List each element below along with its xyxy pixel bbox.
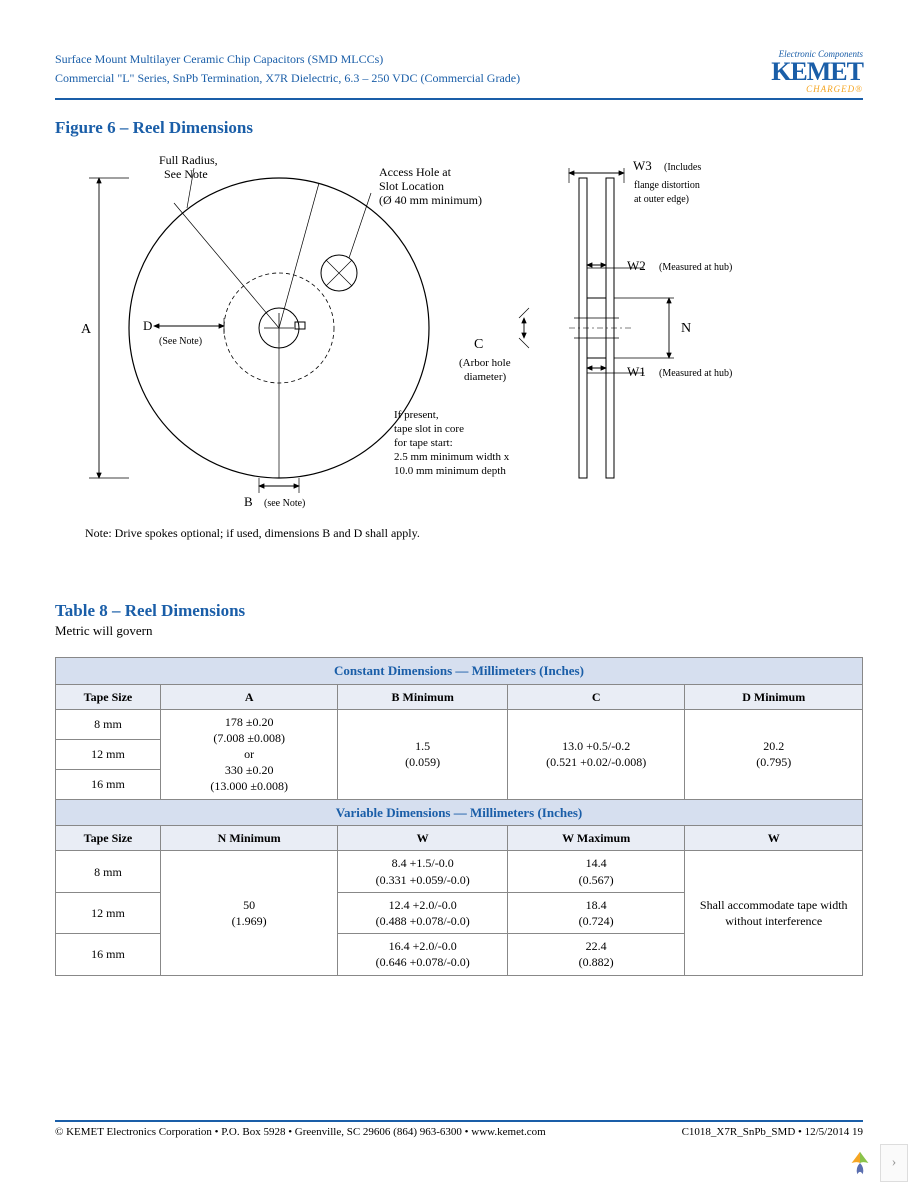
cell-wm16: 22.4(0.882) [507,934,685,975]
svg-text:A: A [81,322,92,337]
pager-logo-icon [846,1149,874,1177]
svg-text:(see Note): (see Note) [264,498,305,509]
col2-w2: W [685,826,863,851]
svg-text:C: C [474,337,483,352]
cell-wm8: 14.4(0.567) [507,851,685,892]
pager-next-button[interactable]: › [880,1144,908,1182]
svg-text:2.5 mm minimum width x: 2.5 mm minimum width x [394,451,510,463]
col-tape-size: Tape Size [56,684,161,709]
svg-text:Access Hole at: Access Hole at [379,165,452,179]
svg-text:See Note: See Note [164,167,208,181]
header: Surface Mount Multilayer Ceramic Chip Ca… [55,50,863,100]
cell-b: 1.5(0.059) [338,709,507,799]
svg-text:Slot Location: Slot Location [379,179,444,193]
svg-text:10.0 mm minimum depth: 10.0 mm minimum depth [394,465,506,477]
logo-sub: CHARGED® [771,85,863,94]
logo-main: KEMET [771,59,863,85]
cell-wm12: 18.4(0.724) [507,892,685,933]
cell-w8: 8.4 +1.5/-0.0(0.331 +0.059/-0.0) [338,851,507,892]
svg-text:(Arbor hole: (Arbor hole [459,357,511,369]
cell-tape-8: 8 mm [56,709,161,739]
table-band-variable: Variable Dimensions — Millimeters (Inche… [56,799,863,826]
footer-left: © KEMET Electronics Corporation • P.O. B… [55,1126,546,1138]
col-d: D Minimum [685,684,863,709]
col2-tape-size: Tape Size [56,826,161,851]
cell-a: 178 ±0.20 (7.008 ±0.008) or 330 ±0.20 (1… [160,709,338,799]
cell-wacc: Shall accommodate tape widthwithout inte… [685,851,863,975]
svg-text:W2: W2 [627,258,646,273]
cell-tape-16: 16 mm [56,769,161,799]
header-text: Surface Mount Multilayer Ceramic Chip Ca… [55,50,520,88]
svg-text:(Measured at hub): (Measured at hub) [659,368,732,379]
svg-text:tape slot in core: tape slot in core [394,423,464,435]
svg-text:N: N [681,321,691,336]
figure-title: Figure 6 – Reel Dimensions [55,118,863,138]
cell2-tape-8: 8 mm [56,851,161,892]
svg-text:at outer edge): at outer edge) [634,194,689,205]
svg-text:flange distortion: flange distortion [634,180,700,191]
cell2-tape-12: 12 mm [56,892,161,933]
cell-n: 50(1.969) [160,851,338,975]
cell-c: 13.0 +0.5/-0.2(0.521 +0.02/-0.008) [507,709,685,799]
table-band-constant: Constant Dimensions — Millimeters (Inche… [56,658,863,685]
col-c: C [507,684,685,709]
col2-n: N Minimum [160,826,338,851]
header-line2: Commercial "L" Series, SnPb Termination,… [55,69,520,88]
svg-text:(Includes: (Includes [664,162,701,173]
svg-text:(Measured at hub): (Measured at hub) [659,262,732,273]
logo: Electronic Components KEMET CHARGED® [771,50,863,94]
svg-text:(Ø 40 mm minimum): (Ø 40 mm minimum) [379,193,482,207]
col-b: B Minimum [338,684,507,709]
svg-text:for tape start:: for tape start: [394,437,453,449]
header-line1: Surface Mount Multilayer Ceramic Chip Ca… [55,50,520,69]
cell2-tape-16: 16 mm [56,934,161,975]
table-title: Table 8 – Reel Dimensions [55,601,863,621]
svg-text:diameter): diameter) [464,371,506,383]
cell-tape-12: 12 mm [56,739,161,769]
col2-wmax: W Maximum [507,826,685,851]
figure-note: Note: Drive spokes optional; if used, di… [85,526,863,541]
cell-w16: 16.4 +2.0/-0.0(0.646 +0.078/-0.0) [338,934,507,975]
svg-text:(See Note): (See Note) [159,336,202,347]
footer: © KEMET Electronics Corporation • P.O. B… [55,1120,863,1138]
pager: › [846,1144,908,1182]
reel-dimensions-table: Constant Dimensions — Millimeters (Inche… [55,657,863,976]
table-subtitle: Metric will govern [55,623,863,639]
svg-text:W1: W1 [627,364,646,379]
col-a: A [160,684,338,709]
svg-text:W3: W3 [633,158,652,173]
col2-w: W [338,826,507,851]
cell-d: 20.2(0.795) [685,709,863,799]
svg-text:D: D [143,318,152,333]
svg-text:Full Radius,: Full Radius, [159,153,218,167]
footer-right: C1018_X7R_SnPb_SMD • 12/5/2014 19 [682,1126,863,1138]
cell-w12: 12.4 +2.0/-0.0(0.488 +0.078/-0.0) [338,892,507,933]
svg-text:If present,: If present, [394,409,439,421]
svg-text:B: B [244,494,253,509]
reel-diagram: Full Radius, See Note Access Hole at Slo… [55,148,863,518]
